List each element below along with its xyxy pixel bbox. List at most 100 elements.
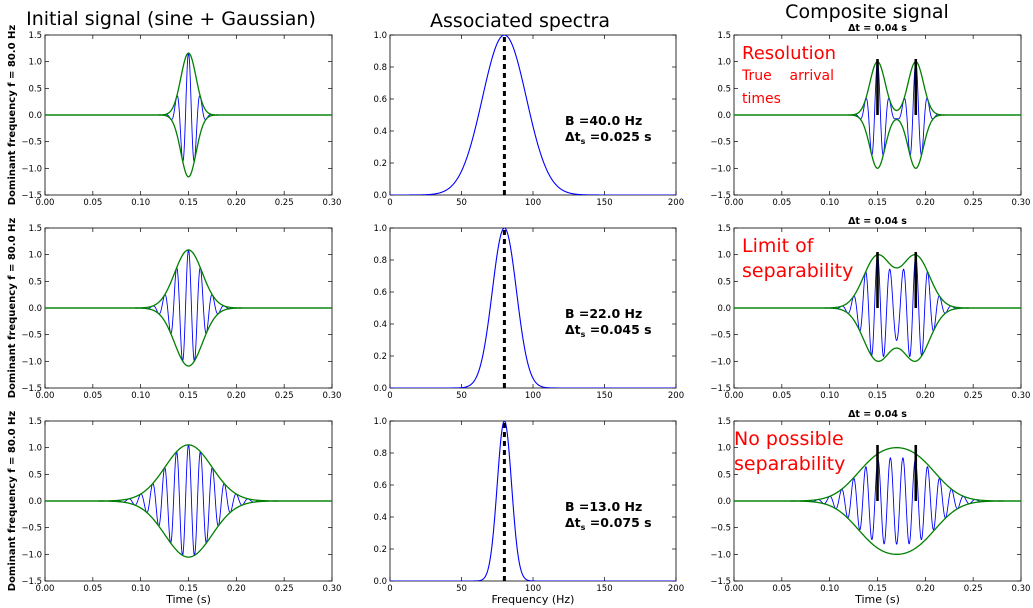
composite-2-annotation-1: Limit of <box>742 235 815 257</box>
column-title-composite: Composite signal <box>785 1 949 23</box>
signal-3-xtick-label: 0.15 <box>179 584 198 594</box>
signal-3-xtick-label: 0.20 <box>227 584 246 594</box>
signal-2-xtick-label: 0.30 <box>323 391 342 401</box>
signal-2-xtick-label: 0.05 <box>83 391 102 401</box>
composite-3-ytick-label: −1.5 <box>710 577 731 587</box>
signal-2-ytick-label: 1.0 <box>28 251 42 261</box>
spectrum-2-xtick-label: 100 <box>525 391 541 401</box>
signal-3-ytick-label: 0.0 <box>28 497 42 507</box>
composite-1-envelope-lower <box>734 114 1021 170</box>
spectrum-2-spectrum-line <box>390 228 676 388</box>
spectrum-2-xtick-label: 200 <box>668 391 684 401</box>
spectrum-1-frame <box>389 34 677 196</box>
signal-3-xtick-label: 0.00 <box>36 584 55 594</box>
signal-2-ytick-label: 1.5 <box>28 224 42 234</box>
spectrum-2-ytick-label: 0.8 <box>373 256 387 266</box>
spectrum-3-spectrum-line <box>390 421 676 581</box>
signal-3-envelope-lower <box>45 500 332 558</box>
signal-3-xtick-label: 0.05 <box>83 584 102 594</box>
composite-1-ytick-label: −1.5 <box>710 191 731 201</box>
signal-2-ytick-label: −0.5 <box>21 331 42 341</box>
signal-3-ytick-label: 0.5 <box>28 470 42 480</box>
signal-3-ytick-label: −1.5 <box>21 577 42 587</box>
signal-1-ytick-label: 1.5 <box>28 31 42 41</box>
spectrum-2-xtick-label: 50 <box>456 391 467 401</box>
spectrum-1-xtick-label: 0 <box>387 198 392 208</box>
column-title-signal: Initial signal (sine + Gaussian) <box>26 8 316 30</box>
signal-1-ytick-label: 0.0 <box>28 111 42 121</box>
spectrum-3-ytick-label: 0.8 <box>373 449 387 459</box>
signal-2-xtick-label: 0.20 <box>227 391 246 401</box>
composite-3-ytick-label: 0.0 <box>717 497 731 507</box>
spectrum-3-xtick-label: 50 <box>456 584 467 594</box>
spectrum-1-spectrum-line <box>390 35 676 195</box>
composite-2-xtick-label: 0.25 <box>964 391 983 401</box>
composite-1-ytick-label: 0.0 <box>717 111 731 121</box>
signal-1-ytick-label: 0.5 <box>28 84 42 94</box>
composite-3-xtick-label: 0.15 <box>868 584 887 594</box>
signal-1-xtick-label: 0.00 <box>36 198 55 208</box>
signal-3-ytick-label: −1.0 <box>21 550 42 560</box>
spectrum-3-frame <box>389 420 677 582</box>
spectrum-2-ytick-label: 0.6 <box>373 288 387 298</box>
signal-2-envelope-lower <box>45 307 332 367</box>
signal-3-xtick-label: 0.25 <box>275 584 294 594</box>
composite-3-ytick-label: −1.0 <box>710 550 731 560</box>
spectrum-1-ytick-label: 1.0 <box>373 31 387 41</box>
composite-1-ytick-label: 1.0 <box>717 58 731 68</box>
spectrum-3-ytick-label: 0.2 <box>373 545 387 555</box>
spectrum-3-xtick-label: 200 <box>668 584 684 594</box>
composite-2-ytick-label: 0.5 <box>717 277 731 287</box>
composite-1-annotation-2: True arrival <box>741 68 834 84</box>
spectrum-1-ytick-label: 0.6 <box>373 95 387 105</box>
composite-1-xtick-label: 0.30 <box>1012 198 1031 208</box>
spectrum-1-ytick-label: 0.0 <box>373 191 387 201</box>
signal-3-ytick-label: 1.0 <box>28 444 42 454</box>
composite-3-ytick-label: 1.5 <box>717 417 731 427</box>
ylabel-dominant-frequency: Dominant frequency f = 80.0 Hz <box>7 411 18 592</box>
spectrum-2-xtick-label: 150 <box>596 391 612 401</box>
xlabel-time: Time (s) <box>165 593 211 606</box>
composite-2-ytick-label: −1.5 <box>710 384 731 394</box>
composite-1-ytick-label: 1.5 <box>717 31 731 41</box>
composite-3-title: Δt = 0.04 s <box>848 409 907 420</box>
spectrum-2-xtick-label: 0 <box>387 391 392 401</box>
spectrum-2-duration-label: Δts =0.045 s <box>565 322 652 339</box>
signal-3-xtick-label: 0.10 <box>131 584 150 594</box>
composite-1-annotation-1: Resolution <box>742 43 836 64</box>
signal-1-xtick-label: 0.20 <box>227 198 246 208</box>
composite-3-ytick-label: −0.5 <box>710 524 731 534</box>
signal-1-xtick-label: 0.30 <box>323 198 342 208</box>
spectrum-2-ytick-label: 0.4 <box>373 320 387 330</box>
composite-2-annotation-2: separability <box>742 260 853 282</box>
spectrum-1-ytick-label: 0.2 <box>373 159 387 169</box>
composite-1-xtick-label: 0.15 <box>868 198 887 208</box>
composite-3-xtick-label: 0.30 <box>1012 584 1031 594</box>
signal-1-xtick-label: 0.15 <box>179 198 198 208</box>
signal-2-ytick-label: 0.5 <box>28 277 42 287</box>
composite-1-ytick-label: 0.5 <box>717 84 731 94</box>
signal-1-ytick-label: 1.0 <box>28 58 42 68</box>
composite-1-title: Δt = 0.04 s <box>848 23 907 34</box>
xlabel-time-composite: Time (s) <box>854 593 900 606</box>
spectrum-3-ytick-label: 0.0 <box>373 577 387 587</box>
composite-3-xtick-label: 0.05 <box>772 584 791 594</box>
composite-3-ytick-label: 0.5 <box>717 470 731 480</box>
spectrum-1-ytick-label: 0.8 <box>373 63 387 73</box>
spectrum-2-bandwidth-label: B =22.0 Hz <box>565 306 642 321</box>
spectrum-1-duration-label: Δts =0.025 s <box>565 129 652 146</box>
xlabel-frequency: Frequency (Hz) <box>492 593 575 606</box>
composite-3-ytick-label: 1.0 <box>717 444 731 454</box>
composite-3-xtick-label: 0.10 <box>820 584 839 594</box>
spectrum-3-duration-label: Δts =0.075 s <box>565 515 652 532</box>
signal-2-xtick-label: 0.25 <box>275 391 294 401</box>
spectrum-3-ytick-label: 0.6 <box>373 481 387 491</box>
composite-1-xtick-label: 0.25 <box>964 198 983 208</box>
spectrum-3-bandwidth-label: B =13.0 Hz <box>565 499 642 514</box>
signal-2-xtick-label: 0.10 <box>131 391 150 401</box>
spectrum-1-ytick-label: 0.4 <box>373 127 387 137</box>
composite-2-ytick-label: 1.0 <box>717 251 731 261</box>
composite-3-xtick-label: 0.20 <box>916 584 935 594</box>
signal-2-ytick-label: 0.0 <box>28 304 42 314</box>
